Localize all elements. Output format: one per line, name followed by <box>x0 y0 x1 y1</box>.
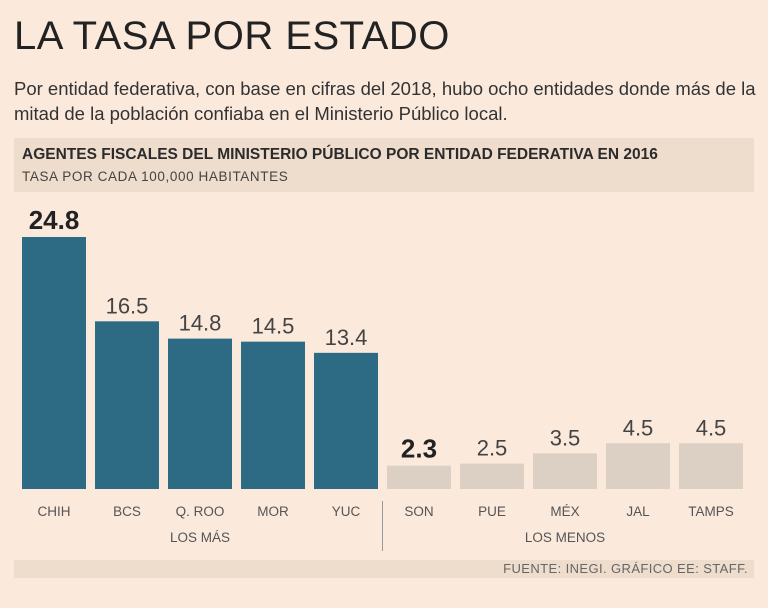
data-label: 3.5 <box>550 425 581 450</box>
bar-yuc <box>314 352 378 489</box>
data-label: 2.3 <box>401 434 437 464</box>
data-label: 16.5 <box>106 293 149 318</box>
category-label: BCS <box>113 504 141 519</box>
group-label: LOS MÁS <box>170 530 230 545</box>
data-label: 24.8 <box>29 205 80 235</box>
category-label: JAL <box>626 504 650 519</box>
bar-chih <box>22 237 86 489</box>
bar-tamps <box>679 443 743 489</box>
chart-subtitle: TASA POR CADA 100,000 HABITANTES <box>22 169 289 184</box>
group-label: LOS MENOS <box>525 530 605 545</box>
category-label: TAMPS <box>688 504 734 519</box>
category-label: PUE <box>478 504 506 519</box>
data-label: 14.5 <box>252 314 295 339</box>
data-label: 2.5 <box>477 436 508 461</box>
data-label: 14.8 <box>179 311 222 336</box>
bar-q-roo <box>168 338 232 489</box>
source-note: FUENTE: INEGI. GRÁFICO EE: STAFF. <box>503 561 748 576</box>
page-title: LA TASA POR ESTADO <box>14 14 450 58</box>
data-label: 4.5 <box>623 415 654 440</box>
bar-m-x <box>533 453 597 489</box>
bar-son <box>387 465 451 489</box>
bar-jal <box>606 443 670 489</box>
category-label: MOR <box>257 504 289 519</box>
category-label: SON <box>404 504 433 519</box>
data-label: 13.4 <box>325 325 368 350</box>
page-description: Por entidad federativa, con base en cifr… <box>14 78 756 124</box>
bar-chart: 24.8 CHIH 16.5 BCS 14.8 Q. ROO 14.5 MOR 13.4 YUC 2… <box>22 205 743 551</box>
chart-header: AGENTES FISCALES DEL MINISTERIO PÚBLICO … <box>14 138 754 192</box>
chart-title: AGENTES FISCALES DEL MINISTERIO PÚBLICO … <box>22 146 658 163</box>
category-label: YUC <box>332 504 361 519</box>
category-label: MÉX <box>550 504 579 519</box>
category-label: Q. ROO <box>176 504 225 519</box>
bar-bcs <box>95 321 159 489</box>
category-label: CHIH <box>38 504 71 519</box>
source-bar: FUENTE: INEGI. GRÁFICO EE: STAFF. <box>14 560 754 578</box>
data-label: 4.5 <box>696 415 727 440</box>
bar-mor <box>241 341 305 489</box>
bar-pue <box>460 463 524 489</box>
